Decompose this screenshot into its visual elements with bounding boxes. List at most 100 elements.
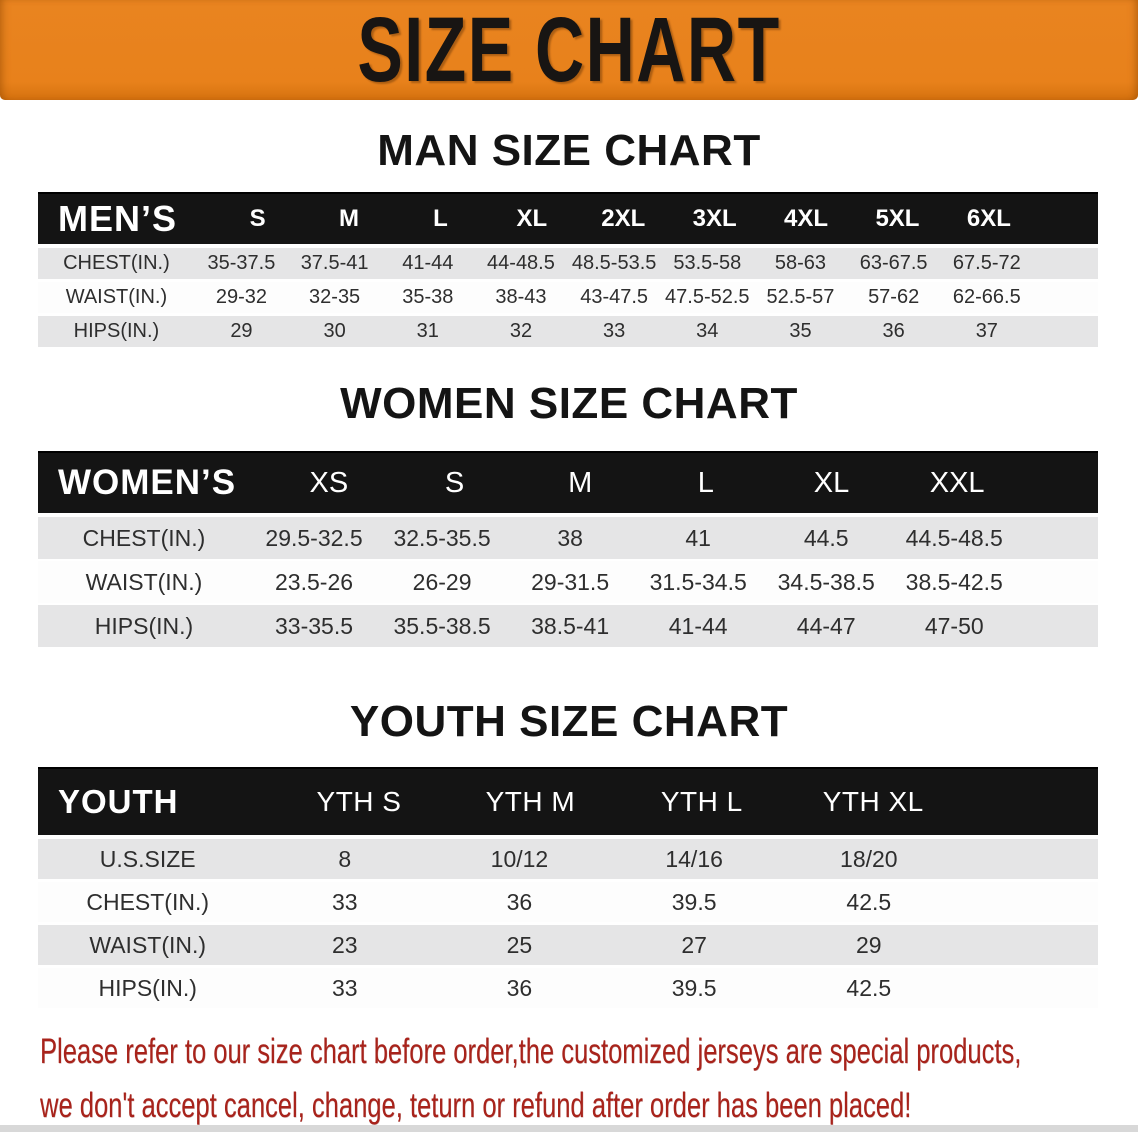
row-label: HIPS(IN.) bbox=[73, 320, 160, 342]
row-label: WAIST(IN.) bbox=[85, 568, 203, 595]
youth-section-heading: YOUTH SIZE CHART bbox=[349, 697, 789, 746]
table-row: CHEST(IN.) 35-37.5 37.5-41 41-44 44-48.5 48.5… bbox=[38, 248, 1098, 279]
size-value: 39.5 bbox=[671, 888, 717, 915]
size-value: 57-62 bbox=[868, 286, 920, 308]
size-value: 43-47.5 bbox=[580, 286, 649, 308]
size-value: 34 bbox=[696, 320, 719, 342]
size-value: 31 bbox=[416, 320, 439, 342]
table-row: HIPS(IN.) 33 36 39.5 42.5 bbox=[38, 968, 1098, 1008]
size-value: 37.5-41 bbox=[300, 252, 369, 274]
section-women: WOMEN SIZE CHART WOMEN’S XS S M L XL XXL CHEST(… bbox=[0, 381, 1138, 647]
size-column-header: XS bbox=[309, 466, 349, 499]
row-label: U.S.SIZE bbox=[99, 845, 196, 872]
size-value: 25 bbox=[506, 931, 533, 958]
table-title: YOUTH bbox=[58, 783, 179, 820]
disclaimer-line-2: we don't accept cancel, change, teturn o… bbox=[40, 1082, 1138, 1136]
size-column-header: YTH M bbox=[485, 786, 576, 817]
size-value: 44-47 bbox=[796, 612, 856, 639]
row-label: CHEST(IN.) bbox=[82, 524, 206, 551]
size-value: 18/20 bbox=[840, 845, 898, 872]
size-value: 42.5 bbox=[846, 974, 892, 1001]
size-column-header: L bbox=[697, 466, 714, 499]
size-value: 29 bbox=[856, 931, 882, 958]
size-column-header: XXL bbox=[929, 466, 985, 499]
size-value: 63-67.5 bbox=[859, 252, 928, 274]
size-value: 35 bbox=[789, 320, 812, 342]
row-label: HIPS(IN.) bbox=[94, 612, 194, 639]
size-value: 31.5-34.5 bbox=[649, 568, 747, 595]
size-column-header: XL bbox=[813, 466, 850, 499]
size-value: 35-38 bbox=[402, 286, 454, 308]
size-column-header: YTH XL bbox=[822, 786, 924, 817]
size-value: 38 bbox=[557, 524, 583, 551]
size-value: 48.5-53.5 bbox=[571, 252, 657, 274]
size-column-header: YTH S bbox=[316, 786, 402, 817]
size-value: 30 bbox=[323, 320, 346, 342]
table-header-row: MEN’S S M L XL 2XL 3XL 4XL 5XL 6XL bbox=[38, 194, 1098, 244]
size-value: 38.5-41 bbox=[531, 612, 610, 639]
table-title: WOMEN’S bbox=[58, 463, 237, 502]
size-value: 34.5-38.5 bbox=[777, 568, 875, 595]
size-value: 29 bbox=[230, 320, 253, 342]
table-title: MEN’S bbox=[58, 198, 178, 239]
size-value: 29.5-32.5 bbox=[265, 524, 363, 551]
size-value: 37 bbox=[975, 320, 998, 342]
size-value: 44-48.5 bbox=[487, 252, 555, 274]
size-value: 23 bbox=[331, 931, 358, 958]
table-row: WAIST(IN.) 23.5-26 26-29 29-31.5 31.5-34.5 34… bbox=[38, 561, 1098, 603]
size-value: 35-37.5 bbox=[207, 252, 276, 274]
size-column-header: 4XL bbox=[784, 205, 829, 232]
size-value: 41-44 bbox=[402, 252, 454, 274]
row-label: CHEST(IN.) bbox=[63, 252, 170, 274]
size-value: 36 bbox=[882, 320, 905, 342]
page-title: SIZE CHART bbox=[357, 0, 781, 101]
row-label: WAIST(IN.) bbox=[65, 286, 168, 308]
size-value: 8 bbox=[338, 845, 352, 872]
men-size-table: MEN’S S M L XL 2XL 3XL 4XL 5XL 6XL CHEST(IN.) 35-37… bbox=[38, 194, 1098, 347]
size-value: 38.5-42.5 bbox=[905, 568, 1003, 595]
table-row: HIPS(IN.) 29 30 31 32 33 34 35 36 37 bbox=[38, 316, 1098, 347]
size-column-header: YTH L bbox=[660, 786, 743, 817]
size-value: 67.5-72 bbox=[952, 252, 1021, 274]
size-column-header: L bbox=[433, 205, 448, 232]
size-value: 29-32 bbox=[215, 286, 268, 308]
women-size-table: WOMEN’S XS S M L XL XXL CHEST(IN.) 29.5-32.5 32.5… bbox=[38, 453, 1098, 647]
size-column-header: 6XL bbox=[966, 205, 1011, 232]
size-value: 23.5-26 bbox=[275, 568, 354, 595]
table-row: CHEST(IN.) 33 36 39.5 42.5 bbox=[38, 882, 1098, 922]
section-men: MAN SIZE CHART MEN’S S M L XL 2XL 3XL 4XL 5XL 6XL… bbox=[0, 128, 1138, 347]
section-youth: YOUTH SIZE CHART YOUTH YTH S YTH M YTH L YTH… bbox=[0, 699, 1138, 1008]
row-label: CHEST(IN.) bbox=[86, 888, 210, 915]
size-value: 62-66.5 bbox=[952, 286, 1021, 308]
size-value: 32 bbox=[509, 320, 533, 342]
table-row: HIPS(IN.) 33-35.5 35.5-38.5 38.5-41 41-44 44-… bbox=[38, 605, 1098, 647]
size-column-header: 2XL bbox=[601, 205, 646, 232]
size-value: 47-50 bbox=[924, 612, 984, 639]
size-column-header: M bbox=[568, 466, 593, 499]
table-header-row: YOUTH YTH S YTH M YTH L YTH XL bbox=[38, 769, 1098, 835]
table-row: U.S.SIZE 8 10/12 14/16 18/20 bbox=[38, 839, 1098, 879]
table-row: CHEST(IN.) 29.5-32.5 32.5-35.5 38 41 44.5 44.5… bbox=[38, 517, 1098, 559]
size-value: 52.5-57 bbox=[766, 286, 835, 308]
size-value: 35.5-38.5 bbox=[393, 612, 491, 639]
size-column-header: XL bbox=[516, 205, 548, 232]
size-column-header: M bbox=[339, 205, 360, 232]
size-value: 44.5-48.5 bbox=[905, 524, 1003, 551]
size-value: 33 bbox=[603, 320, 626, 342]
size-value: 33 bbox=[331, 888, 358, 915]
size-value: 10/12 bbox=[490, 845, 549, 872]
size-value: 58-63 bbox=[774, 252, 827, 274]
size-value: 47.5-52.5 bbox=[665, 286, 750, 308]
size-value: 32-35 bbox=[309, 286, 361, 308]
size-value: 36 bbox=[506, 974, 533, 1001]
size-column-header: S bbox=[444, 466, 465, 499]
row-label: WAIST(IN.) bbox=[89, 931, 207, 958]
size-value: 33 bbox=[331, 974, 358, 1001]
row-label: HIPS(IN.) bbox=[98, 974, 197, 1001]
bottom-edge-strip bbox=[0, 1125, 1138, 1132]
men-section-heading: MAN SIZE CHART bbox=[377, 126, 761, 175]
size-value: 26-29 bbox=[412, 568, 472, 595]
size-value: 38-43 bbox=[495, 286, 547, 308]
banner: SIZE CHART bbox=[0, 0, 1138, 101]
size-value: 44.5 bbox=[803, 524, 849, 551]
